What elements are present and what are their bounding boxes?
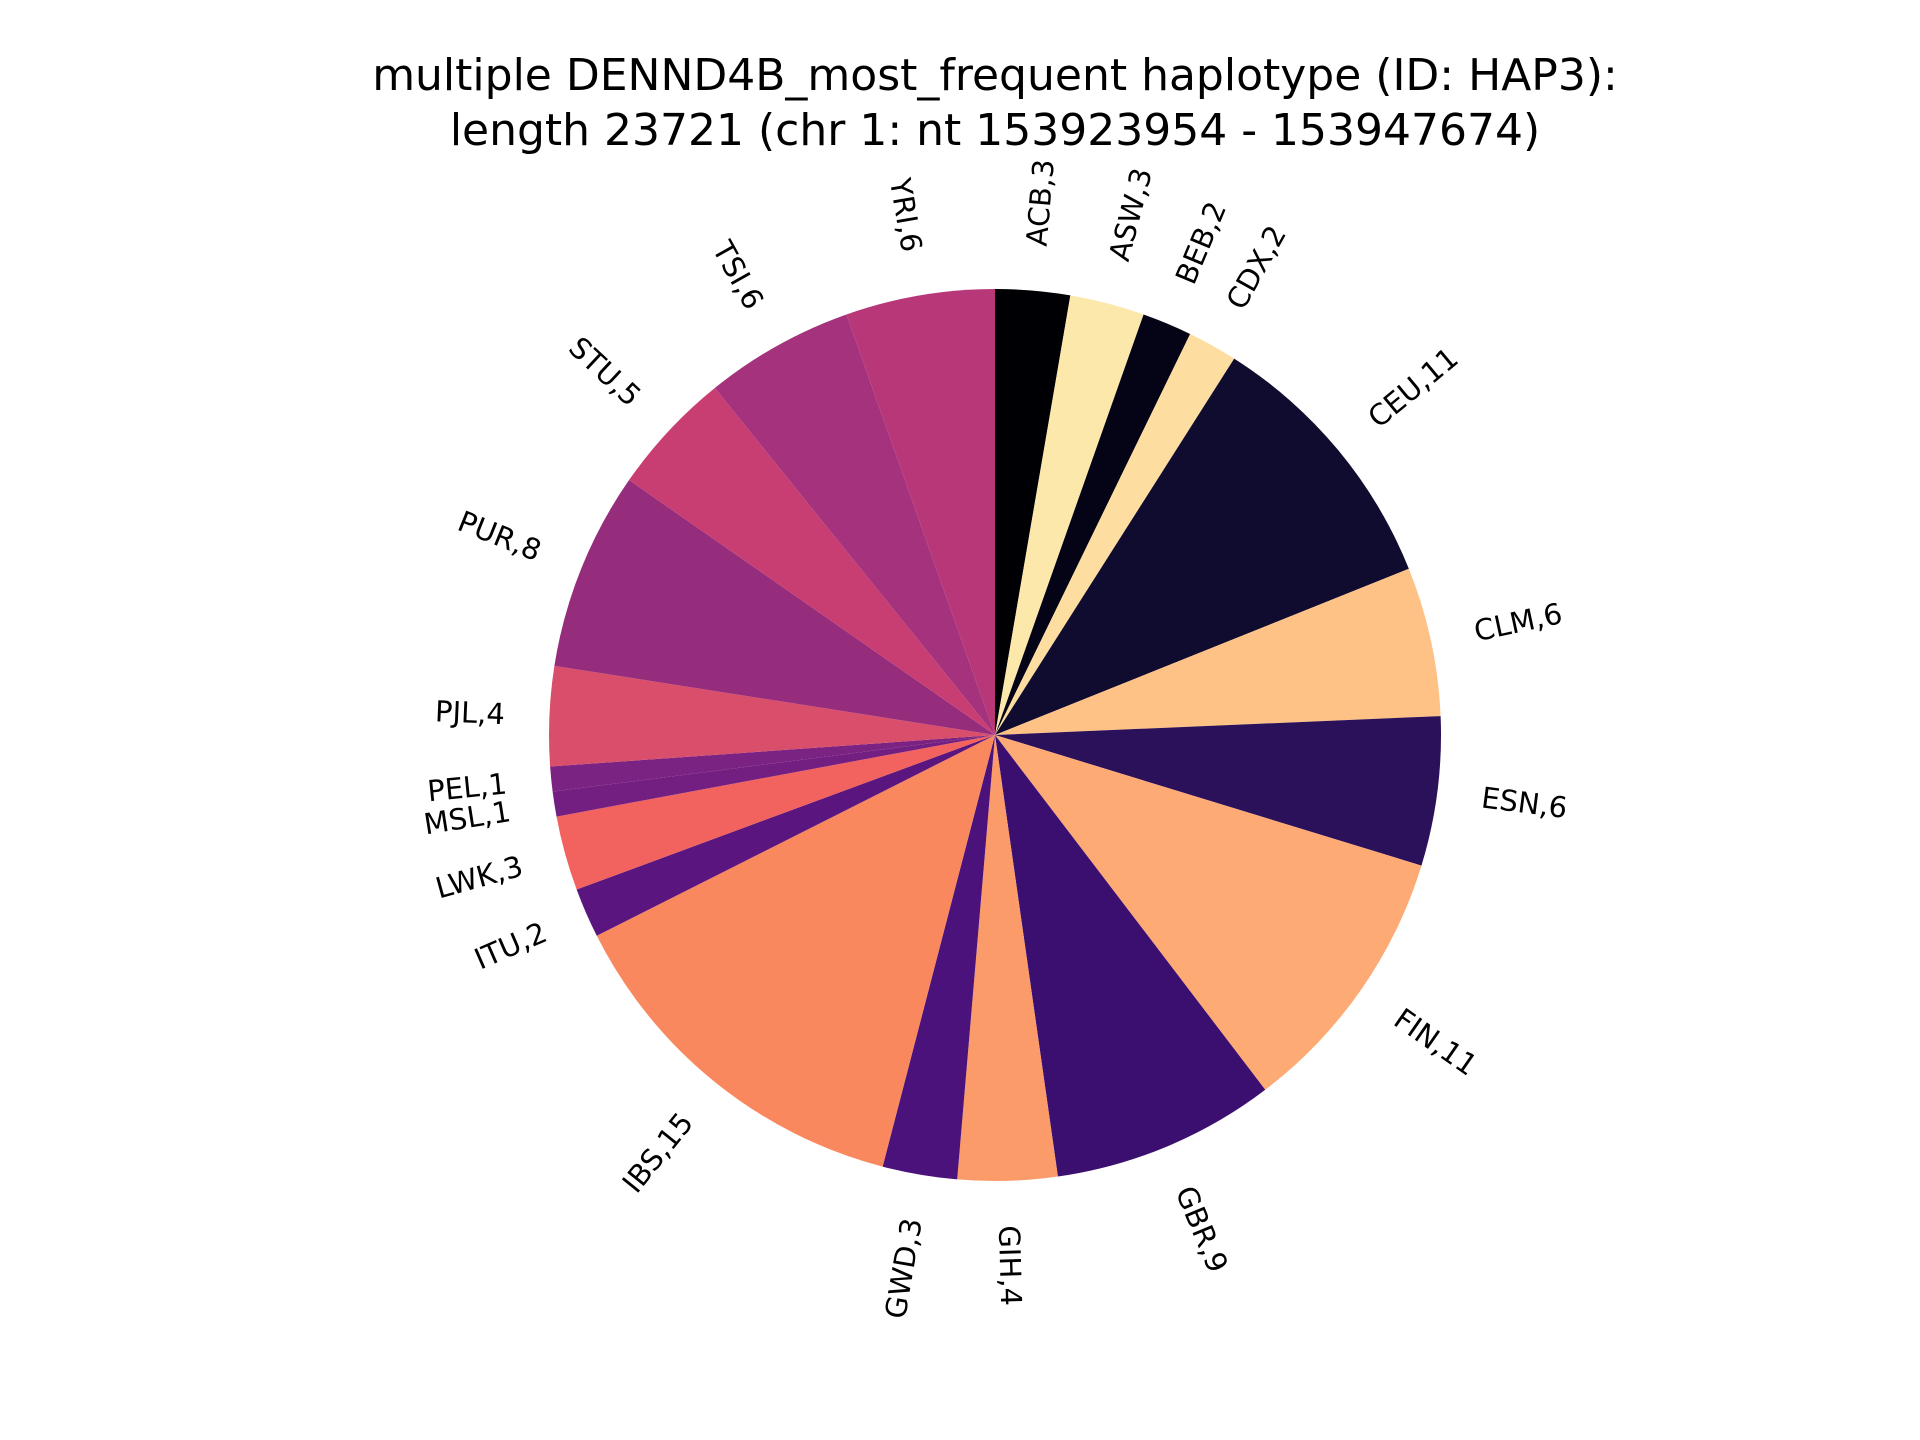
pie-slice-yri bbox=[846, 289, 995, 735]
pie-slice-gbr bbox=[995, 735, 1266, 1177]
pie-slice-ceu bbox=[995, 358, 1409, 735]
pie-slice-msl bbox=[552, 735, 995, 817]
slice-label-asw: ASW,3 bbox=[1102, 164, 1159, 264]
pie-slice-fin bbox=[995, 735, 1422, 1090]
slice-label-acb: ACB,3 bbox=[1020, 158, 1061, 248]
slice-label-pur: PUR,8 bbox=[453, 504, 546, 568]
slice-label-ceu: CEU,11 bbox=[1361, 341, 1464, 435]
pie-slice-gih bbox=[957, 735, 1058, 1181]
slice-label-gih: GIH,4 bbox=[992, 1225, 1028, 1306]
slice-label-stu: STU,5 bbox=[562, 330, 647, 413]
slice-label-fin: FIN,11 bbox=[1388, 1002, 1484, 1083]
pie-slice-gwd bbox=[882, 735, 995, 1180]
slice-label-gbr: GBR,9 bbox=[1169, 1181, 1235, 1277]
pie-slice-acb bbox=[995, 289, 1071, 735]
pie-slice-ibs bbox=[596, 735, 995, 1167]
slice-label-pel: PEL,1 bbox=[426, 767, 509, 809]
slice-label-pjl: PJL,4 bbox=[434, 694, 505, 731]
slice-label-yri: YRI,6 bbox=[883, 175, 929, 255]
slice-label-gwd: GWD,3 bbox=[878, 1216, 929, 1321]
slice-label-itu: ITU,2 bbox=[469, 915, 551, 976]
pie-slice-itu bbox=[576, 735, 995, 936]
chart-title: multiple DENND4B_most_frequent haplotype… bbox=[0, 48, 1920, 158]
pie-slice-tsi bbox=[714, 314, 995, 735]
pie-slice-pel bbox=[550, 735, 995, 792]
chart-title-line-1: multiple DENND4B_most_frequent haplotype… bbox=[372, 50, 1618, 101]
slice-label-cdx: CDX,2 bbox=[1219, 220, 1293, 315]
pie-slices bbox=[549, 289, 1442, 1181]
slice-label-lwk: LWK,3 bbox=[432, 849, 527, 905]
pie-slice-clm bbox=[995, 568, 1441, 735]
pie-slice-pur bbox=[554, 480, 995, 735]
slice-label-clm: CLM,6 bbox=[1471, 596, 1565, 648]
pie-slice-stu bbox=[629, 388, 995, 735]
pie-slice-lwk bbox=[556, 735, 995, 890]
pie-slice-esn bbox=[995, 716, 1442, 866]
slice-label-ibs: IBS,15 bbox=[615, 1106, 700, 1199]
pie-slice-beb bbox=[995, 314, 1191, 735]
chart-title-line-2: length 23721 (chr 1: nt 153923954 - 1539… bbox=[449, 105, 1541, 156]
pie-slice-pjl bbox=[549, 665, 995, 767]
slice-label-esn: ESN,6 bbox=[1479, 780, 1569, 825]
slice-label-tsi: TSI,6 bbox=[705, 234, 770, 315]
slice-label-beb: BEB,2 bbox=[1169, 197, 1233, 289]
pie-slice-cdx bbox=[995, 333, 1235, 735]
pie-slice-asw bbox=[995, 295, 1144, 735]
